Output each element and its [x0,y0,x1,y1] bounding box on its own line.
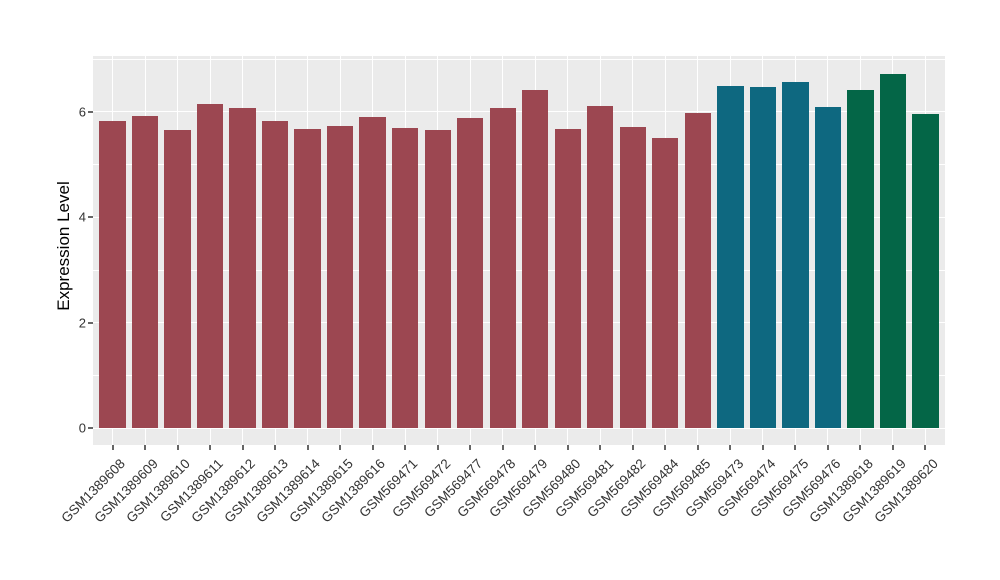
bar-GSM569484 [652,138,679,429]
y-tick-label: 2 [78,315,86,331]
x-tick-mark [631,445,634,450]
minor-gridline [93,164,945,166]
minor-gridline [93,58,945,60]
bar-GSM1389611 [196,104,224,429]
bar-GSM569478 [489,108,516,429]
x-tick-mark [371,445,374,450]
y-tick-mark [88,216,93,219]
bar-GSM569471 [392,128,419,429]
x-tick-mark [696,445,699,450]
y-tick-label: 4 [78,209,86,225]
bar-GSM569476 [814,107,842,429]
bar-GSM569480 [554,129,581,429]
x-tick-mark [306,445,309,450]
x-tick-mark [469,445,472,450]
x-tick-mark [664,445,667,450]
x-tick-mark [501,445,504,450]
x-tick-mark [274,445,277,450]
x-tick-mark [729,445,732,450]
bar-GSM569477 [457,118,484,429]
bar-GSM569482 [619,126,646,429]
bar-GSM1389619 [879,73,907,429]
x-tick-mark [436,445,439,450]
major-gridline [93,427,945,429]
bar-GSM1389618 [847,89,874,429]
bar-GSM569479 [522,90,549,429]
x-tick-mark [111,445,114,450]
plot-panel [93,56,945,445]
y-tick-mark [88,110,93,113]
bar-GSM569475 [782,82,809,429]
x-tick-mark [339,445,342,450]
x-tick-mark [534,445,537,450]
x-tick-mark [599,445,602,450]
major-gridline [93,216,945,218]
bar-GSM1389616 [359,117,386,429]
x-tick-mark [859,445,862,450]
bar-GSM569473 [717,86,744,429]
x-tick-mark [924,445,927,450]
bar-GSM1389610 [164,130,191,429]
x-tick-mark [761,445,764,450]
bar-GSM1389620 [912,113,939,429]
x-tick-mark [794,445,797,450]
x-tick-mark [826,445,829,450]
y-tick-label: 6 [78,104,86,120]
x-tick-mark [404,445,407,450]
y-tick-label: 0 [78,420,86,436]
bar-GSM1389615 [326,126,354,429]
bar-GSM569481 [587,106,614,429]
y-axis-title: Expression Level [54,181,73,311]
bar-GSM1389614 [294,129,321,429]
x-tick-mark [144,445,147,450]
x-tick-mark [566,445,569,450]
x-tick-mark [176,445,179,450]
bar-GSM1389609 [131,115,159,429]
y-tick-mark [88,427,93,430]
major-gridline [93,322,945,324]
minor-gridline [93,374,945,376]
bar-GSM1389613 [261,121,289,429]
x-tick-mark [241,445,244,450]
major-gridline [93,111,945,113]
x-tick-mark [209,445,212,450]
bar-GSM1389612 [229,107,256,429]
bar-GSM1389608 [99,120,126,429]
minor-gridline [93,269,945,271]
bar-GSM569485 [684,113,711,429]
bar-GSM569472 [424,130,451,429]
x-tick-mark [891,445,894,450]
y-tick-mark [88,321,93,324]
bar-GSM569474 [749,87,777,429]
